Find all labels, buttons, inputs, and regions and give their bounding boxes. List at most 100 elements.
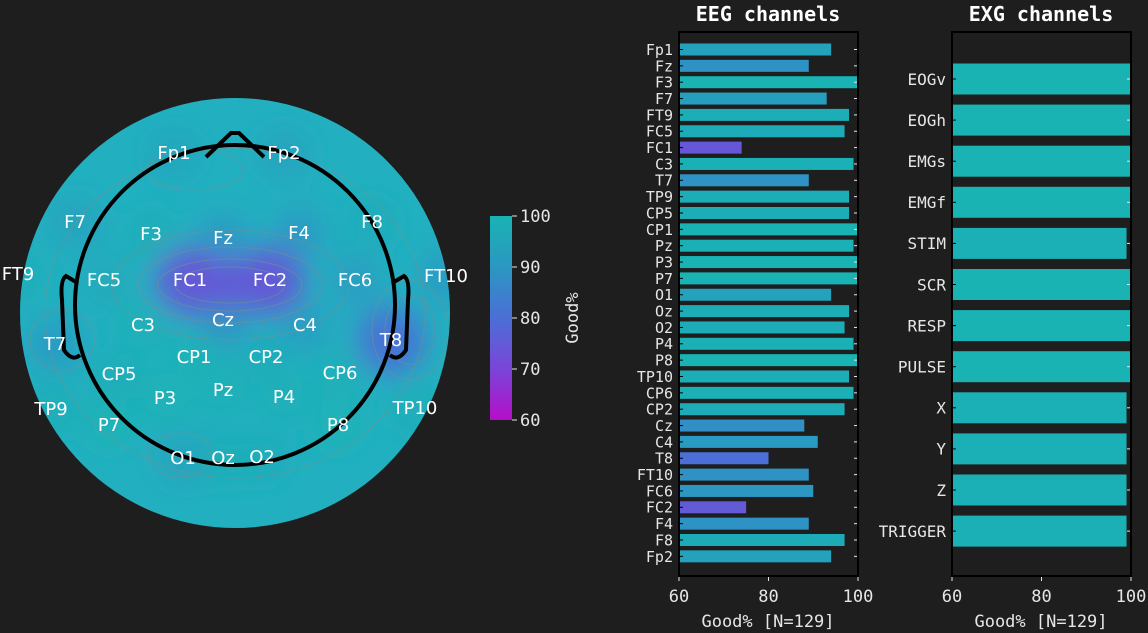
- electrode-label-f8: F8: [361, 212, 383, 233]
- electrode-label-fc1: FC1: [173, 270, 207, 291]
- electrode-label-fc5: FC5: [87, 270, 121, 291]
- electrode-label-fc2: FC2: [253, 270, 287, 291]
- ytick-label-z: Z: [936, 481, 946, 500]
- bar-tp10: [679, 370, 850, 383]
- bar-fp1: [679, 43, 832, 56]
- bar-cp6: [679, 386, 854, 399]
- exg-axes-frame: [951, 31, 1132, 577]
- ytick-label-f4: F4: [655, 515, 673, 533]
- topomap-blob-fc5: [78, 255, 130, 307]
- bar-ft10: [679, 468, 809, 481]
- ytick-label-tp10: TP10: [637, 368, 673, 386]
- eeg-title: EEG channels: [696, 2, 841, 26]
- colorbar-label: Good%: [563, 292, 583, 343]
- topomap: Fp1 Fp2 F7 F3 Fz F4 F8 FT9 FC5 FC1 FC2 FC6 FT10 T7 C3 C…: [2, 98, 468, 528]
- electrode-label-p7: P7: [98, 415, 120, 436]
- ytick-label-fz: Fz: [655, 57, 673, 75]
- bar-scr: [952, 269, 1131, 300]
- ytick-label-f7: F7: [655, 90, 673, 108]
- ytick-label-cp5: CP5: [646, 204, 673, 222]
- electrode-label-c3: C3: [131, 315, 155, 336]
- electrode-label-pz: Pz: [213, 380, 233, 401]
- topomap-blob-f3: [125, 209, 177, 261]
- ytick-label-c3: C3: [655, 155, 673, 173]
- ytick-label-fp2: Fp2: [646, 548, 673, 566]
- ytick-label-p8: P8: [655, 352, 673, 370]
- electrode-label-f7: F7: [64, 212, 86, 233]
- electrode-label-p3: P3: [154, 388, 176, 409]
- bar-fc2: [679, 501, 747, 514]
- electrode-label-t8: T8: [379, 330, 402, 351]
- electrode-label-ft10: FT10: [424, 266, 468, 287]
- bar-stim: [952, 227, 1127, 259]
- bar-o1: [679, 288, 832, 301]
- bar-oz: [679, 305, 850, 318]
- electrode-label-f4: F4: [288, 223, 310, 244]
- ytick-label-fc6: FC6: [646, 482, 673, 500]
- bar-c4: [679, 435, 818, 448]
- ytick-label-resp: RESP: [907, 316, 946, 335]
- eeg-axes-frame: [678, 31, 859, 577]
- bar-f7: [679, 92, 827, 105]
- topomap-blob-fz: [197, 213, 249, 265]
- ytick-label-ft10: FT10: [637, 466, 673, 484]
- ytick-label-cp6: CP6: [646, 384, 673, 402]
- electrode-labels: Fp1 Fp2 F7 F3 Fz F4 F8 FT9 FC5 FC1 FC2 FC6 FT10 T7 C3 C…: [2, 143, 468, 469]
- bar-c3: [679, 157, 854, 170]
- ytick-label-cp1: CP1: [646, 221, 673, 239]
- colorbar-tick-60: 60: [520, 411, 540, 431]
- ytick-label-tp9: TP9: [646, 188, 673, 206]
- electrode-label-cp5: CP5: [102, 364, 137, 385]
- electrode-label-fc6: FC6: [338, 270, 372, 291]
- ytick-label-fp1: Fp1: [646, 41, 673, 59]
- left-ear: [59, 273, 82, 360]
- electrode-label-oz: Oz: [211, 448, 235, 469]
- bar-fc5: [679, 125, 845, 138]
- bar-x: [952, 392, 1127, 424]
- bar-p4: [679, 337, 854, 350]
- electrode-label-cp2: CP2: [249, 347, 284, 368]
- bar-cp2: [679, 403, 845, 416]
- xtick-label-100: 100: [1116, 587, 1147, 607]
- xtick-label-100: 100: [843, 587, 874, 607]
- topomap-blob-t7: [29, 319, 81, 371]
- xtick-label-60: 60: [669, 587, 689, 607]
- colorbar-tick-100: 100: [520, 207, 551, 227]
- electrode-label-cz: Cz: [212, 310, 234, 331]
- bar-eogv: [952, 63, 1131, 95]
- xtick-label-80: 80: [1031, 587, 1051, 607]
- electrode-label-fz: Fz: [213, 228, 233, 249]
- topomap-blob-cp5: [93, 349, 145, 401]
- bar-p3: [679, 256, 858, 269]
- electrode-label-c4: C4: [293, 315, 317, 336]
- topomap-blob-ft9: [20, 249, 44, 301]
- colorbar-tick-70: 70: [520, 360, 540, 380]
- ytick-label-t8: T8: [655, 450, 673, 468]
- ytick-label-oz: Oz: [655, 303, 673, 321]
- bar-cz: [679, 419, 805, 432]
- colorbar: 100 90 80 70 60 Good%: [490, 207, 583, 431]
- topomap-blob-p4: [258, 372, 310, 424]
- ytick-label-o2: O2: [655, 319, 673, 337]
- ytick-label-t7: T7: [655, 172, 673, 190]
- topomap-blob-pz: [197, 365, 249, 417]
- bar-p8: [679, 354, 858, 367]
- ytick-label-c4: C4: [655, 433, 673, 451]
- bar-t8: [679, 452, 769, 465]
- bar-resp: [952, 310, 1131, 342]
- ytick-label-scr: SCR: [917, 275, 946, 294]
- eeg-bar-chart: EEG channels Fp1FzF3F7FT9FC5FC1C3T7TP9CP…: [637, 2, 873, 632]
- ytick-label-ft9: FT9: [646, 106, 673, 124]
- ytick-label-cp2: CP2: [646, 401, 673, 419]
- topomap-blob-o2: [236, 432, 288, 484]
- electrode-label-t7: T7: [43, 334, 66, 355]
- bar-o2: [679, 321, 845, 334]
- ytick-label-p3: P3: [655, 253, 673, 271]
- bar-f3: [679, 76, 858, 89]
- nose: [204, 131, 266, 159]
- ytick-label-cz: Cz: [655, 417, 673, 435]
- ytick-label-y: Y: [936, 440, 946, 459]
- electrode-label-cp1: CP1: [177, 347, 212, 368]
- topomap-blob-cp2: [240, 332, 292, 384]
- topomap-blob-f7: [49, 197, 101, 249]
